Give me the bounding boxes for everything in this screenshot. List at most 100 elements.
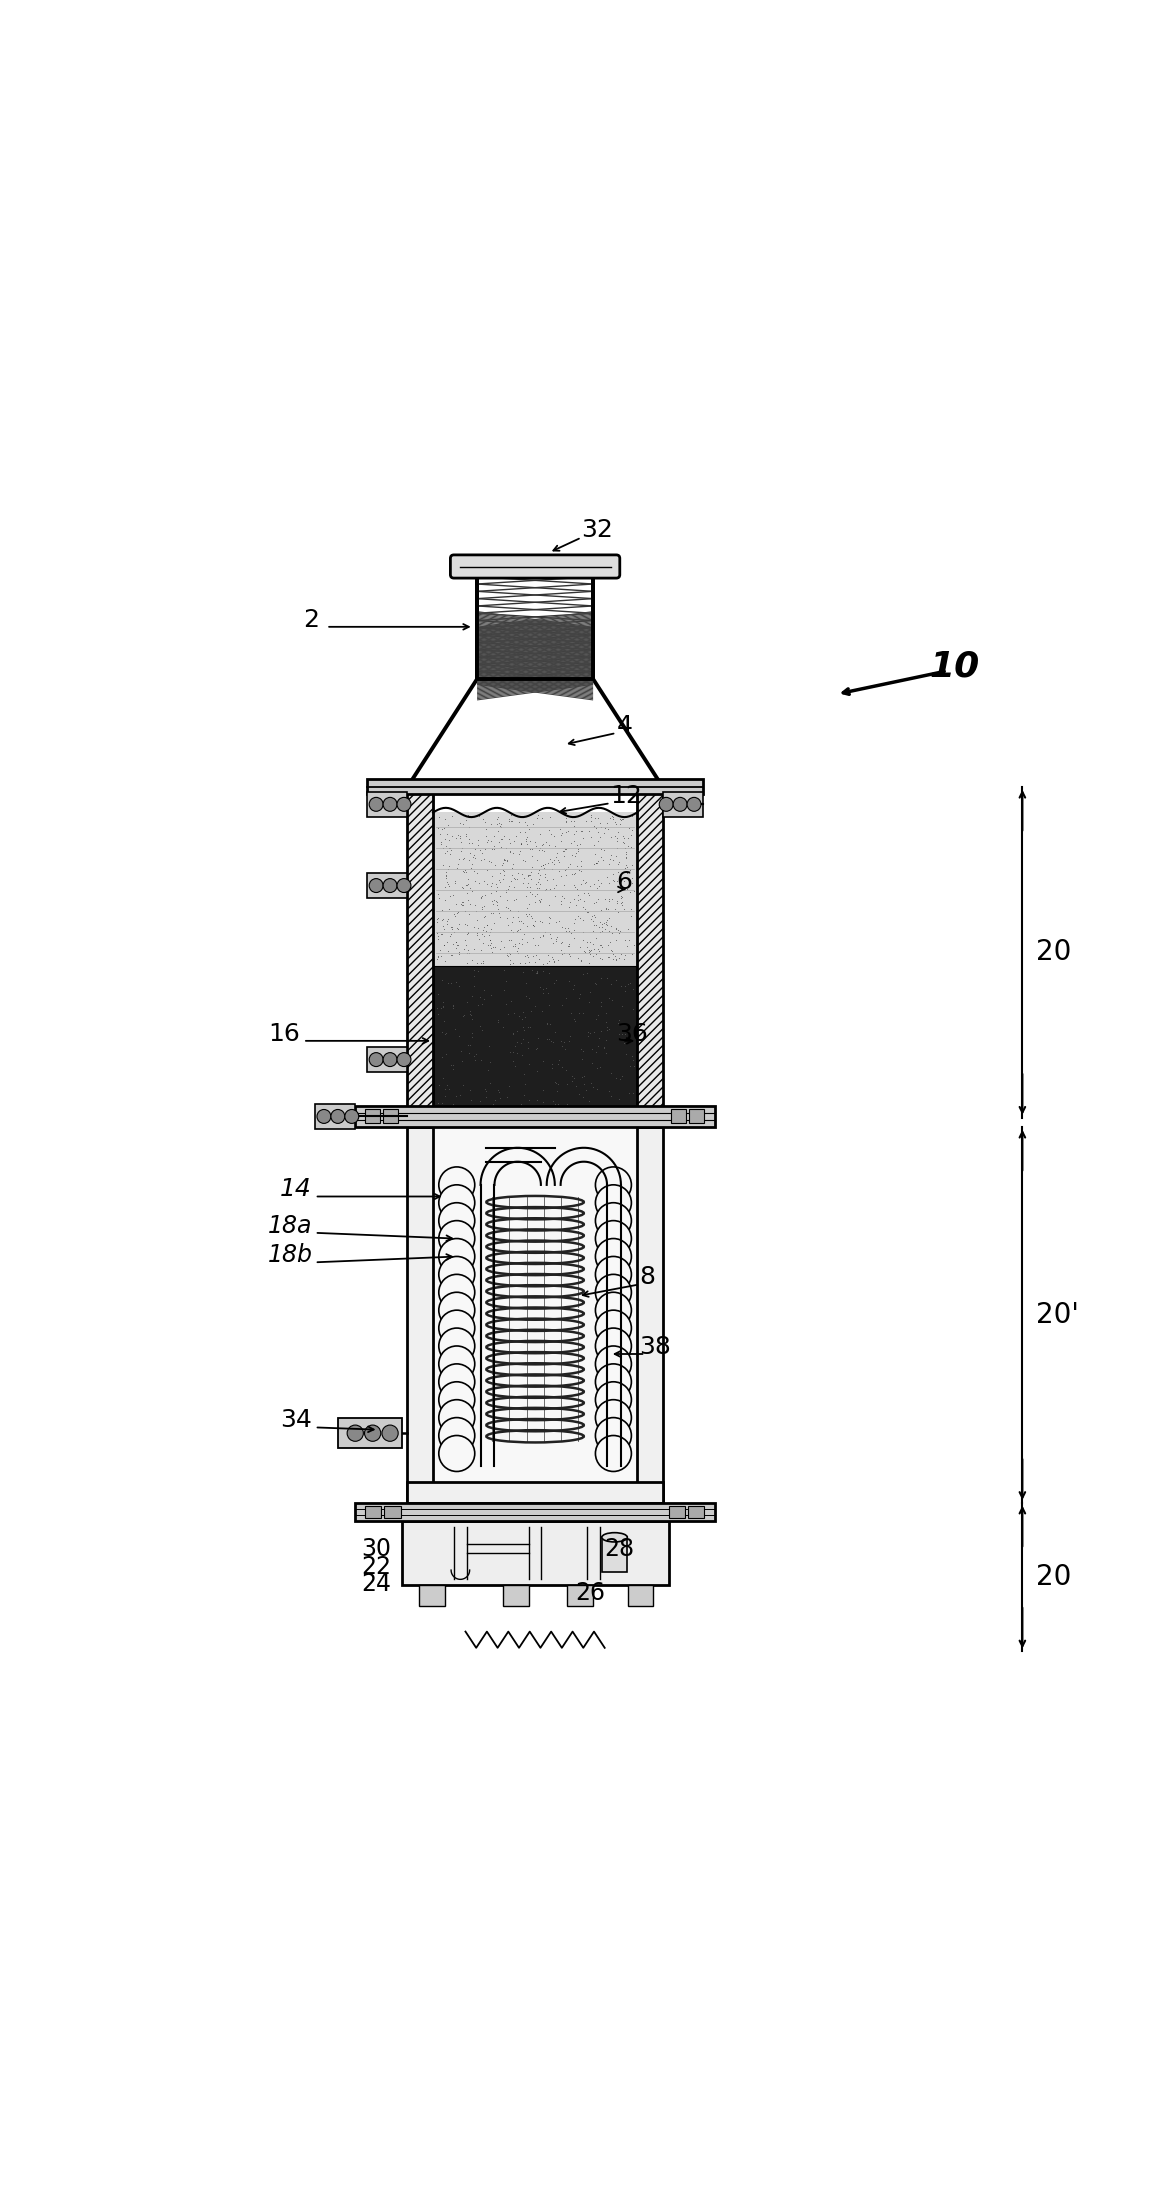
Point — [497, 843, 515, 878]
Point — [486, 867, 505, 902]
Point — [543, 942, 562, 978]
Point — [472, 916, 491, 951]
Point — [620, 1075, 638, 1110]
Point — [443, 1093, 462, 1128]
Point — [488, 801, 507, 836]
Point — [452, 1044, 471, 1079]
Circle shape — [687, 796, 701, 812]
Point — [565, 816, 584, 852]
Point — [611, 914, 629, 949]
Point — [475, 918, 493, 953]
Point — [500, 942, 519, 978]
Bar — [384, 1506, 400, 1517]
Point — [435, 1004, 454, 1040]
Point — [538, 938, 557, 973]
Point — [515, 945, 534, 980]
Point — [462, 998, 480, 1033]
Point — [481, 927, 500, 962]
Point — [602, 907, 621, 942]
Point — [485, 905, 504, 940]
Point — [606, 818, 625, 854]
Point — [538, 863, 557, 898]
Point — [538, 975, 557, 1011]
Point — [520, 869, 538, 905]
Point — [433, 1040, 451, 1075]
Point — [582, 796, 600, 832]
Point — [544, 869, 563, 905]
Point — [561, 885, 579, 920]
Point — [592, 914, 611, 949]
Point — [508, 860, 527, 896]
Point — [531, 856, 550, 891]
Point — [459, 1035, 478, 1071]
Point — [607, 823, 626, 858]
Point — [443, 909, 462, 945]
Point — [555, 838, 573, 874]
Point — [473, 925, 492, 960]
Point — [571, 900, 590, 936]
Point — [484, 1086, 502, 1121]
Point — [572, 812, 591, 847]
Point — [523, 900, 542, 936]
Point — [590, 1020, 608, 1055]
Point — [527, 867, 545, 902]
Point — [448, 896, 466, 931]
Point — [607, 942, 626, 978]
Point — [437, 1066, 456, 1102]
Bar — [601, 1537, 627, 1573]
Point — [518, 898, 536, 933]
Point — [561, 1018, 579, 1053]
Point — [436, 801, 455, 836]
Point — [615, 1015, 634, 1051]
Point — [491, 900, 509, 936]
Point — [452, 830, 471, 865]
Point — [471, 880, 490, 916]
Point — [600, 914, 619, 949]
Point — [461, 836, 479, 872]
Point — [461, 998, 479, 1033]
Point — [534, 1044, 552, 1079]
Point — [455, 852, 473, 887]
Point — [614, 940, 633, 975]
Point — [525, 907, 543, 942]
Circle shape — [673, 796, 687, 812]
Point — [454, 887, 472, 922]
Point — [466, 841, 485, 876]
Point — [447, 925, 465, 960]
Point — [430, 880, 449, 916]
Point — [455, 841, 473, 876]
Point — [434, 984, 452, 1020]
Point — [475, 841, 493, 876]
Point — [455, 894, 473, 929]
Point — [515, 805, 534, 841]
Point — [494, 858, 513, 894]
Point — [528, 1031, 547, 1066]
Point — [540, 812, 558, 847]
Point — [528, 953, 547, 989]
Point — [443, 927, 462, 962]
Point — [575, 956, 593, 991]
Point — [461, 887, 479, 922]
Point — [599, 980, 618, 1015]
Point — [456, 894, 475, 929]
Point — [612, 801, 630, 836]
Point — [543, 940, 562, 975]
Point — [436, 836, 455, 872]
Point — [572, 854, 591, 889]
Point — [428, 902, 447, 938]
Point — [584, 807, 602, 843]
Point — [606, 938, 625, 973]
Text: 16: 16 — [269, 1022, 300, 1046]
Point — [540, 898, 558, 933]
Point — [479, 918, 498, 953]
Point — [433, 812, 451, 847]
Point — [434, 1060, 452, 1095]
Point — [447, 1011, 465, 1046]
Point — [549, 843, 568, 878]
Point — [450, 969, 469, 1004]
Point — [586, 920, 605, 956]
Point — [529, 1020, 548, 1055]
Point — [461, 1073, 479, 1108]
Point — [492, 847, 511, 883]
Point — [557, 914, 576, 949]
